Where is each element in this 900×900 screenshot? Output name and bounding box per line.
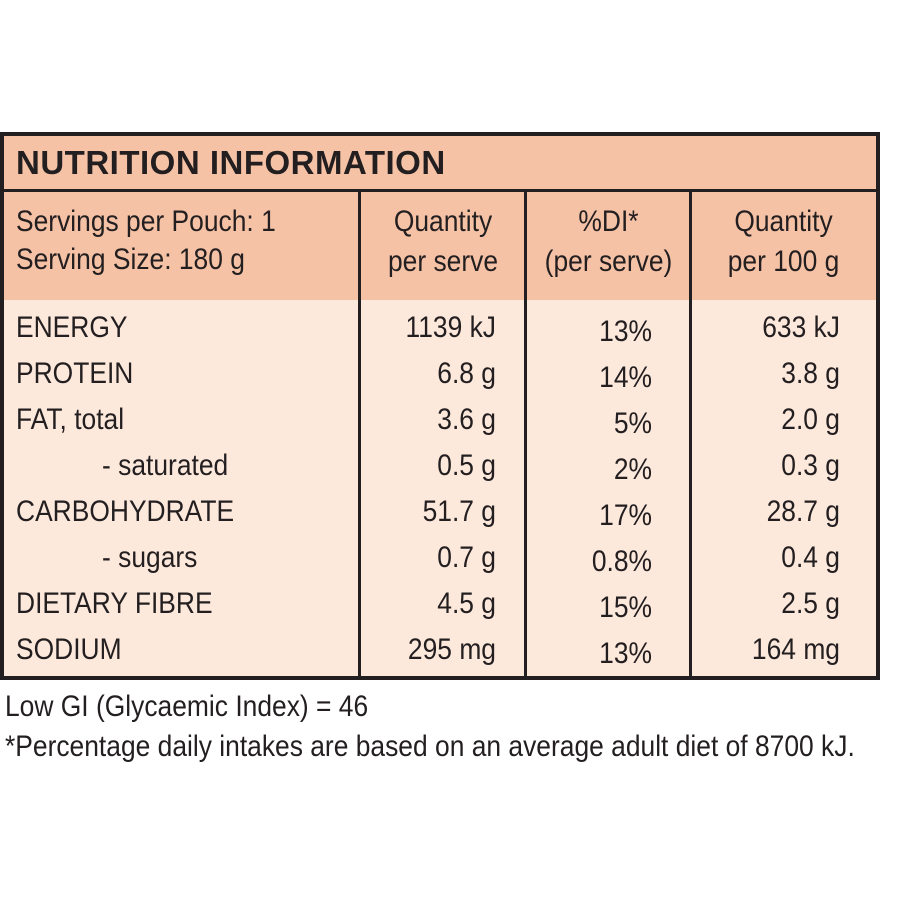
row-name-saturated: - saturated <box>102 449 229 482</box>
col-header-di: %DI* (per serve) <box>526 202 691 282</box>
cell-di: 13% <box>599 315 652 348</box>
cell-per-serve: 0.5 g <box>437 449 496 482</box>
row-name-sugars: - sugars <box>102 541 198 574</box>
cell-per-serve: 1139 kJ <box>405 311 496 344</box>
cell-per-100g: 28.7 g <box>766 495 840 528</box>
serving-size: Serving Size: 180 g <box>16 243 245 276</box>
cell-per-100g: 3.8 g <box>781 357 840 390</box>
nutrition-panel: NUTRITION INFORMATION Servings per Pouch… <box>0 132 880 680</box>
di-footnote: *Percentage daily intakes are based on a… <box>5 730 855 763</box>
row-name-energy: ENERGY <box>16 311 128 344</box>
header-row: Servings per Pouch: 1 Serving Size: 180 … <box>4 192 876 300</box>
cell-per-serve: 51.7 g <box>422 495 496 528</box>
gi-note: Low GI (Glycaemic Index) = 46 <box>5 690 369 723</box>
cell-di: 2% <box>613 453 652 486</box>
cell-per-serve: 6.8 g <box>437 357 496 390</box>
servings-per-pouch: Servings per Pouch: 1 <box>16 205 276 238</box>
col-header-quantity-serve-line1: Quantity <box>393 205 493 238</box>
column-divider <box>358 192 361 680</box>
cell-per-100g: 0.3 g <box>781 449 840 482</box>
row-name-carbohydrate: CARBOHYDRATE <box>16 495 235 528</box>
col-header-quantity-100g-line2: per 100 g <box>727 245 840 278</box>
row-name-fat-total: FAT, total <box>16 403 125 436</box>
col-header-di-line1: %DI* <box>578 205 639 238</box>
col-header-quantity-100g-line1: Quantity <box>734 205 833 238</box>
cell-per-serve: 295 mg <box>407 633 496 666</box>
cell-di: 13% <box>599 637 652 670</box>
cell-di: 17% <box>599 499 652 532</box>
col-header-di-line2: (per serve) <box>544 245 673 278</box>
title-bar: NUTRITION INFORMATION <box>4 136 876 192</box>
cell-per-100g: 164 mg <box>751 633 840 666</box>
panel-title: NUTRITION INFORMATION <box>16 144 446 181</box>
column-divider <box>689 192 692 680</box>
cell-di: 15% <box>599 591 652 624</box>
row-name-dietary-fibre: DIETARY FIBRE <box>16 587 213 620</box>
row-name-protein: PROTEIN <box>16 357 134 390</box>
cell-per-100g: 2.5 g <box>781 587 840 620</box>
col-header-quantity-serve-line2: per serve <box>387 245 499 278</box>
cell-per-100g: 0.4 g <box>781 541 840 574</box>
cell-di: 5% <box>613 407 652 440</box>
cell-di: 14% <box>599 361 652 394</box>
cell-per-serve: 3.6 g <box>437 403 496 436</box>
cell-per-100g: 633 kJ <box>762 311 840 344</box>
cell-per-100g: 2.0 g <box>781 403 840 436</box>
cell-per-serve: 0.7 g <box>437 541 496 574</box>
row-name-sodium: SODIUM <box>16 633 122 666</box>
cell-per-serve: 4.5 g <box>437 587 496 620</box>
cell-di: 0.8% <box>591 545 652 578</box>
column-divider <box>524 192 527 680</box>
col-header-quantity-serve: Quantity per serve <box>360 202 526 282</box>
col-header-quantity-100g: Quantity per 100 g <box>691 202 876 282</box>
